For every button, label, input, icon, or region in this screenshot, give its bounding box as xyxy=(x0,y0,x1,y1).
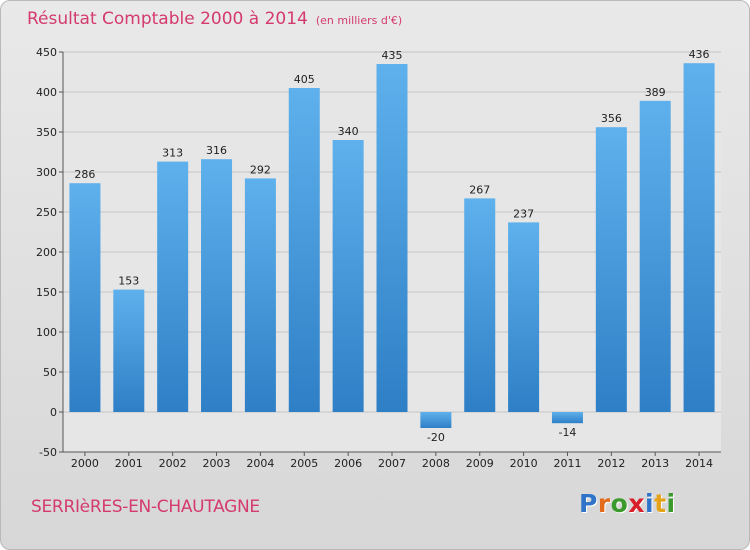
bar xyxy=(420,412,452,428)
y-tick-label: -50 xyxy=(39,446,57,459)
x-tick-label: 2007 xyxy=(378,457,406,470)
x-tick-label: 2008 xyxy=(422,457,450,470)
x-tick-label: 2013 xyxy=(641,457,669,470)
bar xyxy=(244,178,276,412)
bar-value-label: 316 xyxy=(206,144,227,157)
bar-value-label: 267 xyxy=(469,183,490,196)
bar-value-label: 340 xyxy=(338,125,359,138)
logo-letter: o xyxy=(610,489,629,518)
logo-letter: i xyxy=(666,489,676,518)
x-tick-label: 2002 xyxy=(159,457,187,470)
x-tick-label: 2000 xyxy=(71,457,99,470)
chart-unit: (en milliers d'€) xyxy=(315,14,403,27)
x-tick-label: 2005 xyxy=(290,457,318,470)
bar xyxy=(288,88,320,412)
y-tick-label: 450 xyxy=(36,46,57,59)
bar xyxy=(113,289,145,412)
bar xyxy=(376,64,408,412)
y-tick-label: 0 xyxy=(50,406,57,419)
logo-letter: t xyxy=(654,489,667,518)
bar-value-label: 405 xyxy=(294,73,315,86)
bar-value-label: 313 xyxy=(162,147,183,160)
y-tick-label: 250 xyxy=(36,206,57,219)
bar xyxy=(69,183,101,412)
bar-value-label: 356 xyxy=(601,112,622,125)
logo-letter: i xyxy=(645,489,655,518)
x-tick-label: 2012 xyxy=(597,457,625,470)
y-tick-label: 400 xyxy=(36,86,57,99)
logo-letter: r xyxy=(597,489,611,518)
bar-value-label: 237 xyxy=(513,207,534,220)
y-tick-label: 350 xyxy=(36,126,57,139)
bar xyxy=(683,63,715,412)
bar-value-label: 436 xyxy=(689,48,710,61)
logo-letter: x xyxy=(628,489,645,518)
chart-title-text: Résultat Comptable 2000 à 2014 xyxy=(27,9,308,29)
bar xyxy=(201,159,233,412)
bar xyxy=(595,127,627,412)
logo-letter: P xyxy=(579,489,598,518)
x-tick-label: 2001 xyxy=(115,457,143,470)
bar-value-label: 286 xyxy=(74,168,95,181)
x-tick-label: 2014 xyxy=(685,457,713,470)
bar xyxy=(464,198,496,412)
x-tick-label: 2006 xyxy=(334,457,362,470)
y-tick-label: 100 xyxy=(36,326,57,339)
x-tick-label: 2009 xyxy=(466,457,494,470)
bar xyxy=(332,140,364,412)
chart-title: Résultat Comptable 2000 à 2014 (en millie… xyxy=(27,9,402,29)
x-tick-label: 2003 xyxy=(203,457,231,470)
bar-value-label: 435 xyxy=(382,49,403,62)
bar-value-label: 292 xyxy=(250,163,271,176)
bar xyxy=(157,161,189,412)
bar-value-label: -20 xyxy=(427,431,445,444)
y-tick-label: 300 xyxy=(36,166,57,179)
x-tick-label: 2010 xyxy=(510,457,538,470)
bar xyxy=(639,100,671,413)
bar-value-label: 153 xyxy=(118,275,139,288)
x-tick-label: 2004 xyxy=(246,457,274,470)
proxiti-logo: Proxiti xyxy=(579,489,676,518)
y-tick-label: 50 xyxy=(43,366,57,379)
x-tick-label: 2011 xyxy=(553,457,581,470)
bar-value-label: -14 xyxy=(558,426,576,439)
bar-value-label: 389 xyxy=(645,86,666,99)
bar xyxy=(551,412,583,424)
y-tick-label: 150 xyxy=(36,286,57,299)
y-tick-label: 200 xyxy=(36,246,57,259)
town-name: SERRIèRES-EN-CHAUTAGNE xyxy=(31,497,260,517)
bar xyxy=(508,222,540,412)
